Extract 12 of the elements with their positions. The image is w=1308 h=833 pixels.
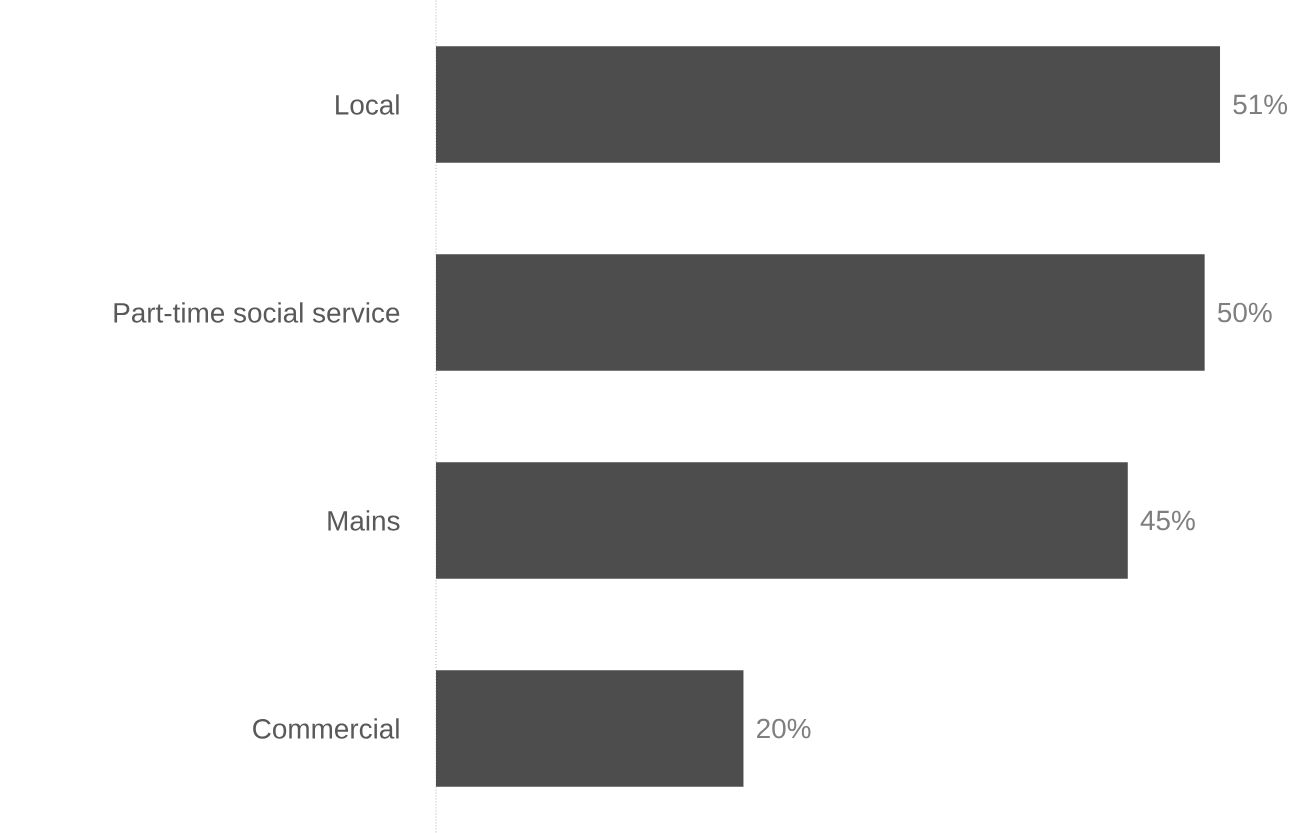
- bar: [436, 46, 1221, 163]
- y-tick-label: Commercial: [253, 718, 399, 739]
- bar: [436, 254, 1205, 371]
- data-label: 51%: [1233, 94, 1288, 115]
- data-label: 50%: [1217, 302, 1272, 323]
- y-tick-label: Local: [336, 94, 399, 115]
- data-label: 20%: [757, 718, 811, 739]
- y-tick-label: Mains: [328, 510, 400, 531]
- data-label: 45%: [1140, 510, 1195, 531]
- y-tick-label: Part-time social service: [114, 302, 400, 323]
- bar: [436, 670, 744, 787]
- bar: [436, 462, 1128, 579]
